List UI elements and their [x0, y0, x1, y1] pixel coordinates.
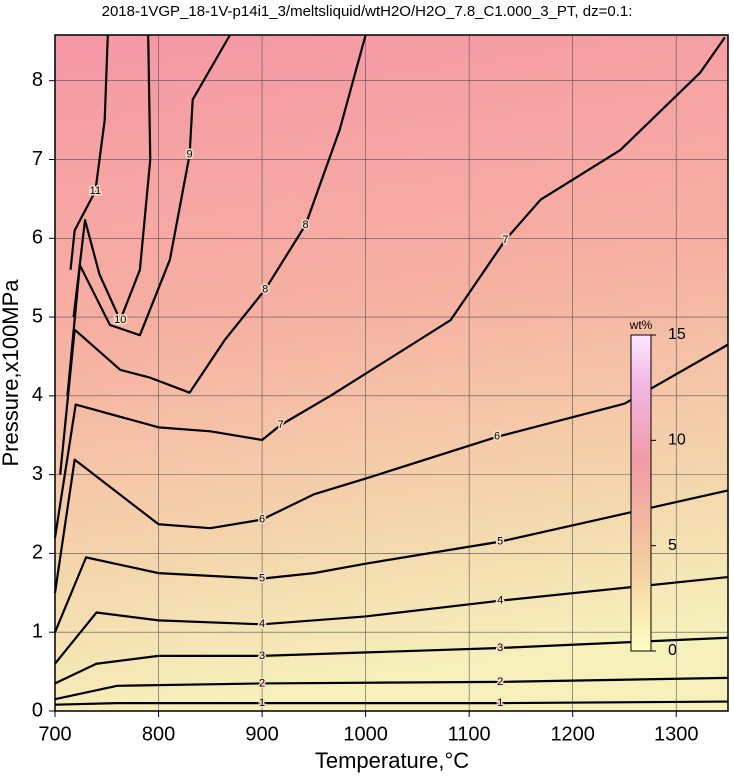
- contour-label: 1: [497, 697, 503, 709]
- contour-label: 9: [187, 149, 193, 161]
- y-tick-label: 5: [32, 305, 43, 327]
- contour-line: [59, 34, 367, 475]
- contour-label: 6: [494, 431, 500, 443]
- contour-label: 4: [497, 595, 503, 607]
- contour-label: 4: [259, 618, 265, 630]
- contour-line: [66, 34, 231, 396]
- contour-line: [53, 36, 726, 538]
- contour-line: [54, 636, 729, 685]
- y-axis-label: Pressure,x100MPa: [0, 279, 23, 467]
- contour-label: 10: [114, 314, 126, 326]
- contour-line: [53, 489, 729, 633]
- chart-title: 2018-1VGP_18-1V-p14i1_3/meltsliquid/wtH2…: [102, 3, 633, 20]
- colorbar-tick-label: 15: [668, 326, 686, 343]
- contour-line: [72, 34, 152, 322]
- colorbar-tick-label: 0: [668, 642, 677, 659]
- colorbar-tick-label: 5: [668, 537, 677, 554]
- colorbar-label: wt%: [629, 318, 653, 332]
- contours: [53, 34, 729, 706]
- contour-label: 8: [262, 283, 268, 295]
- y-tick-label: 3: [32, 463, 43, 485]
- contour-label: 5: [497, 536, 503, 548]
- contour-label: 2: [259, 677, 265, 689]
- contour-line: [54, 700, 729, 706]
- colorbar-tick-label: 10: [668, 432, 686, 449]
- x-tick-label: 1000: [343, 723, 388, 745]
- contour-label: 3: [259, 650, 265, 662]
- contour-label: 11: [90, 185, 101, 197]
- contour-label: 5: [259, 573, 265, 585]
- contour-label: 3: [497, 642, 503, 654]
- x-tick-label: 700: [38, 723, 71, 745]
- x-tick-label: 1100: [448, 723, 491, 745]
- plot-background: [55, 35, 728, 711]
- contour-line: [54, 575, 729, 665]
- x-tick-label: 1200: [550, 723, 595, 745]
- x-axis-label: Temperature,°C: [315, 748, 469, 773]
- contour-label: 1: [259, 697, 265, 709]
- grid: [54, 35, 728, 712]
- colorbar: [630, 334, 652, 652]
- y-tick-label: 8: [32, 69, 43, 91]
- contour-line: [53, 343, 729, 593]
- y-tick-label: 4: [32, 384, 43, 406]
- plot-frame: [54, 34, 729, 712]
- y-tick-label: 1: [32, 620, 43, 642]
- contour-label: 6: [259, 513, 265, 525]
- x-tick-label: 800: [142, 723, 175, 745]
- contour-label: 7: [502, 234, 508, 246]
- y-tick-label: 6: [32, 227, 43, 249]
- y-tick-label: 2: [32, 542, 43, 564]
- contour-label: 7: [278, 419, 284, 431]
- y-tick-label: 7: [32, 148, 43, 170]
- contour-line: [54, 676, 729, 701]
- contour-label: 2: [497, 676, 503, 688]
- y-tick-label: 0: [32, 699, 43, 721]
- x-tick-label: 1300: [654, 723, 699, 745]
- x-tick-label: 900: [245, 723, 278, 745]
- contour-line: [69, 34, 109, 270]
- contour-label: 8: [303, 219, 309, 231]
